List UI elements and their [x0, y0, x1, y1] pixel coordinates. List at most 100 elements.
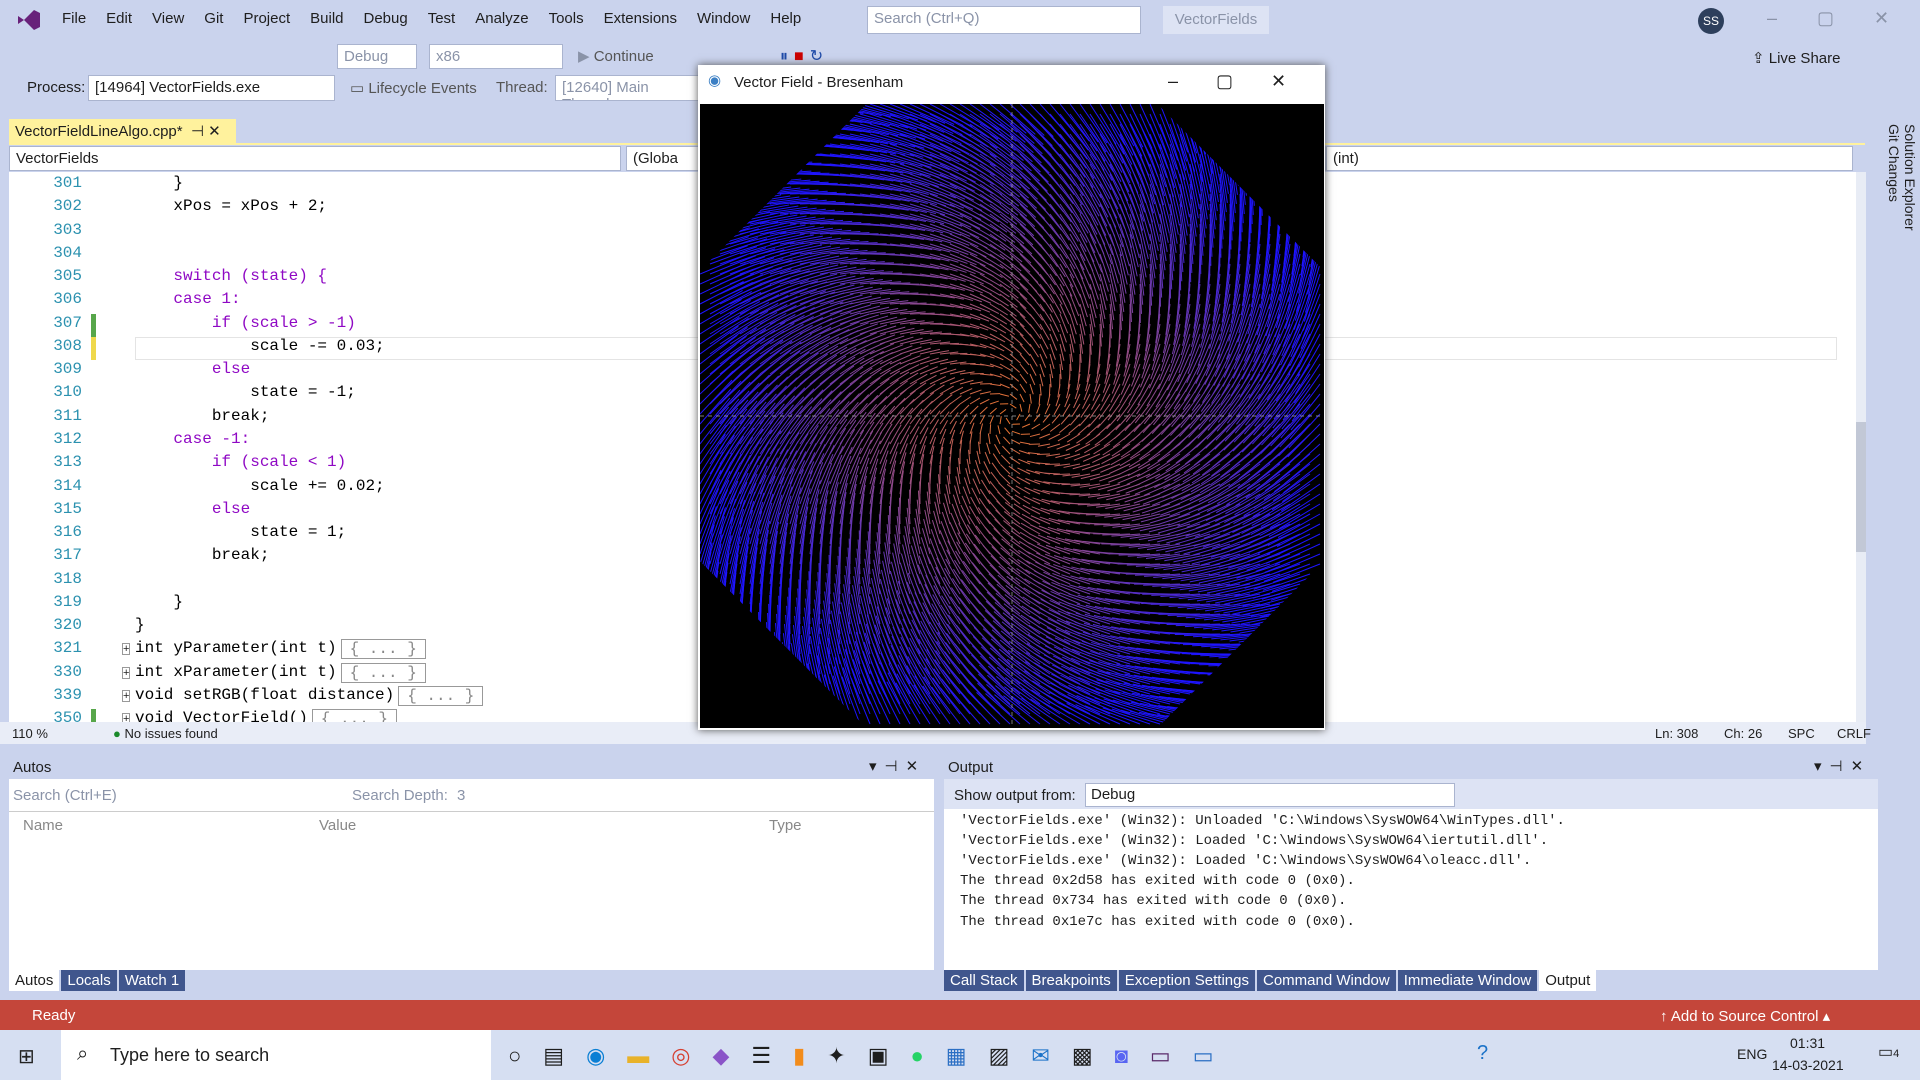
live-share[interactable]: ⇪ Live Share: [1752, 50, 1841, 67]
field-line: [1033, 579, 1061, 595]
input-language[interactable]: ENG: [1737, 1046, 1768, 1062]
field-line: [1246, 643, 1301, 653]
taskbar-apps[interactable]: ○ ▤ ◉ ▬ ◎ ◆ ☰ ▮ ✦ ▣ ● ▦ ▨ ✉ ▩ ◙ ▭ ▭: [508, 1043, 1214, 1068]
field-line: [949, 303, 973, 310]
field-line: [935, 650, 961, 685]
field-line: [909, 203, 946, 216]
field-line: [879, 459, 888, 485]
field-line: [769, 261, 811, 275]
config-combo[interactable]: Debug: [337, 44, 417, 69]
clock-date[interactable]: 14-03-2021: [1772, 1057, 1844, 1073]
field-line: [899, 562, 911, 595]
field-line: [929, 203, 964, 218]
field-line: [789, 496, 801, 535]
field-line: [979, 293, 1000, 306]
menu-item[interactable]: Test: [427, 10, 456, 27]
field-line: [1226, 393, 1251, 424]
editor-tab[interactable]: VectorFieldLineAlgo.cpp* ⊣ ✕: [9, 119, 236, 143]
panel-buttons[interactable]: ▾⊣✕: [1814, 758, 1872, 775]
process-combo[interactable]: [14964] VectorFields.exe: [88, 75, 335, 101]
field-line: [979, 173, 1012, 197]
menu-item[interactable]: Project: [243, 10, 291, 27]
notifications[interactable]: ▭4: [1878, 1044, 1900, 1061]
field-line: [1109, 223, 1123, 257]
field-line: [1190, 563, 1231, 574]
clock-time[interactable]: 01:31: [1790, 1035, 1826, 1051]
field-line: [839, 473, 849, 505]
start-button[interactable]: ⊞: [18, 1046, 35, 1068]
panel-tab[interactable]: Call Stack: [944, 970, 1024, 991]
line-endings: CRLF: [1837, 726, 1871, 741]
field-line: [1142, 413, 1161, 434]
field-line: [1174, 303, 1181, 336]
field-line: [929, 303, 954, 308]
panel-tab[interactable]: Autos: [9, 970, 60, 991]
field-line: [1061, 483, 1081, 486]
field-line: [1206, 413, 1231, 440]
menu-item[interactable]: File: [62, 10, 87, 27]
menu-item[interactable]: Extensions: [603, 10, 677, 27]
field-line: [1151, 413, 1171, 434]
field-line: [805, 672, 821, 725]
source-control[interactable]: ↑ Add to Source Control ▴: [1660, 1008, 1831, 1025]
help-icon[interactable]: ?: [1477, 1042, 1489, 1064]
field-line: [809, 283, 846, 295]
thread-combo[interactable]: [12640] Main Thread: [555, 75, 700, 101]
field-line: [1183, 453, 1211, 474]
depth-value[interactable]: 3: [457, 787, 466, 804]
field-line: [949, 438, 954, 455]
field-line: [1016, 413, 1021, 421]
menu-item[interactable]: Help: [770, 10, 802, 27]
field-line: [938, 474, 941, 495]
output-source[interactable]: Debug: [1085, 783, 1455, 807]
field-line: [856, 548, 861, 585]
field-line: [1049, 273, 1064, 296]
field-line: [1259, 513, 1301, 536]
autos-search[interactable]: Search (Ctrl+E): [13, 787, 117, 804]
continue-button[interactable]: ▶ Continue: [578, 48, 654, 65]
menu-item[interactable]: Debug: [363, 10, 408, 27]
field-line: [1271, 243, 1281, 291]
taskbar-search[interactable]: Type here to search ⌕: [61, 1030, 491, 1080]
panel-tab[interactable]: Watch 1: [118, 970, 186, 991]
menu-item[interactable]: Build: [310, 10, 344, 27]
panel-tab[interactable]: Immediate Window: [1397, 970, 1538, 991]
field-line: [889, 173, 930, 186]
field-line: [1212, 711, 1271, 715]
field-line: [1289, 133, 1293, 192]
menu-item[interactable]: Tools: [548, 10, 584, 27]
field-line: [898, 655, 921, 695]
field-line: [1099, 273, 1108, 301]
field-line: [1101, 625, 1141, 635]
menu-item[interactable]: Window: [697, 10, 751, 27]
panel-buttons[interactable]: ▾⊣✕: [869, 758, 927, 775]
member-scope[interactable]: (int): [1326, 146, 1853, 171]
menu-item[interactable]: View: [152, 10, 185, 27]
window-buttons[interactable]: –▢✕: [1168, 71, 1325, 91]
field-line: [987, 433, 991, 445]
field-line: [999, 153, 1031, 181]
panel-tab[interactable]: Locals: [61, 970, 117, 991]
panel-tab[interactable]: Output: [1539, 970, 1597, 991]
field-line: [1252, 683, 1311, 690]
field-line: [997, 425, 1001, 435]
panel-tab[interactable]: Command Window: [1257, 970, 1396, 991]
field-line: [855, 557, 861, 595]
field-line: [986, 442, 991, 455]
user-avatar[interactable]: SS: [1698, 8, 1724, 34]
field-line: [1253, 663, 1311, 672]
field-line: [885, 533, 891, 565]
lifecycle[interactable]: ▭ Lifecycle Events: [350, 80, 477, 97]
zoom[interactable]: 110 %: [12, 726, 48, 741]
window-controls[interactable]: –▢✕: [1767, 8, 1920, 28]
menu-item[interactable]: Git: [204, 10, 224, 27]
search-box[interactable]: Search (Ctrl+Q): [867, 6, 1141, 34]
project-scope[interactable]: VectorFields: [9, 146, 621, 171]
menu-item[interactable]: Analyze: [475, 10, 529, 27]
menu-item[interactable]: Edit: [106, 10, 133, 27]
debug-toolbar-icons[interactable]: ⏸■↻: [780, 48, 830, 65]
panel-tab[interactable]: Exception Settings: [1118, 970, 1255, 991]
field-line: [749, 160, 804, 165]
platform-combo[interactable]: x86: [429, 44, 563, 69]
panel-tab[interactable]: Breakpoints: [1025, 970, 1117, 991]
